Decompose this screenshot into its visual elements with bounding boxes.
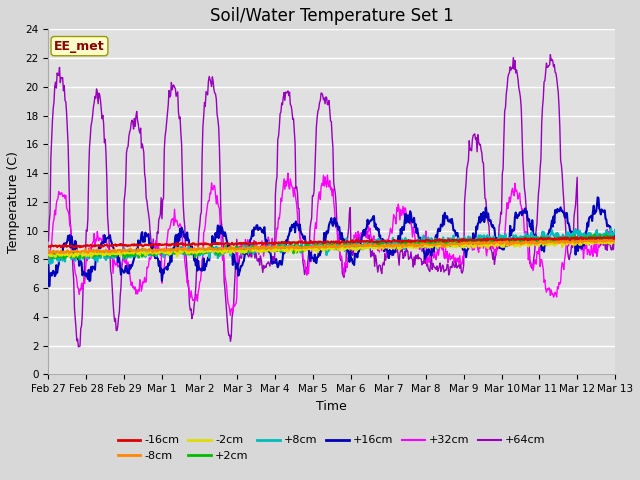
Text: EE_met: EE_met [54,40,105,53]
Y-axis label: Temperature (C): Temperature (C) [7,151,20,253]
Legend: -16cm, -8cm, -2cm, +2cm, +8cm, +16cm, +32cm, +64cm: -16cm, -8cm, -2cm, +2cm, +8cm, +16cm, +3… [113,431,550,466]
Title: Soil/Water Temperature Set 1: Soil/Water Temperature Set 1 [210,7,454,25]
X-axis label: Time: Time [316,400,347,413]
